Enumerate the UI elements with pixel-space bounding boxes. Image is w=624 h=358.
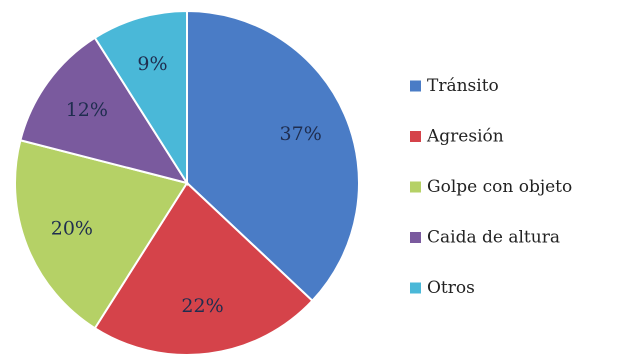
legend-label-otros: Otros (427, 278, 475, 298)
pie-slice-agresion (93, 181, 314, 356)
slice-label-caida-de-altura: 12% (66, 99, 108, 121)
legend-swatch-golpe-con-objeto (410, 181, 421, 193)
slice-label-otros: 9% (137, 53, 167, 75)
pie-slice-caida-de-altura (19, 36, 190, 185)
slice-label-golpe-con-objeto: 20% (51, 218, 93, 240)
slice-label-transito: 37% (280, 123, 322, 145)
slice-label-agresion: 22% (181, 295, 223, 317)
legend-label-caida-de-altura: Caida de altura (427, 228, 560, 248)
pie-slice-transito (186, 9, 360, 303)
legend-swatch-caida-de-altura (410, 232, 421, 243)
legend: Tránsito Agresión Golpe con objeto Caida de… (410, 76, 572, 298)
pie-slices (14, 9, 360, 356)
legend-label-transito: Tránsito (427, 76, 499, 96)
pie-slice-golpe-con-objeto (14, 139, 189, 330)
legend-swatch-transito (410, 80, 421, 92)
legend-label-agresion: Agresión (426, 127, 504, 147)
legend-swatch-otros (410, 282, 421, 294)
legend-label-golpe-con-objeto: Golpe con objeto (427, 177, 572, 197)
pie-slice-labels: 37% 22% 20% 12% 9% (51, 53, 322, 317)
pie-slice-otros (93, 9, 188, 187)
legend-swatch-agresion (410, 131, 421, 142)
